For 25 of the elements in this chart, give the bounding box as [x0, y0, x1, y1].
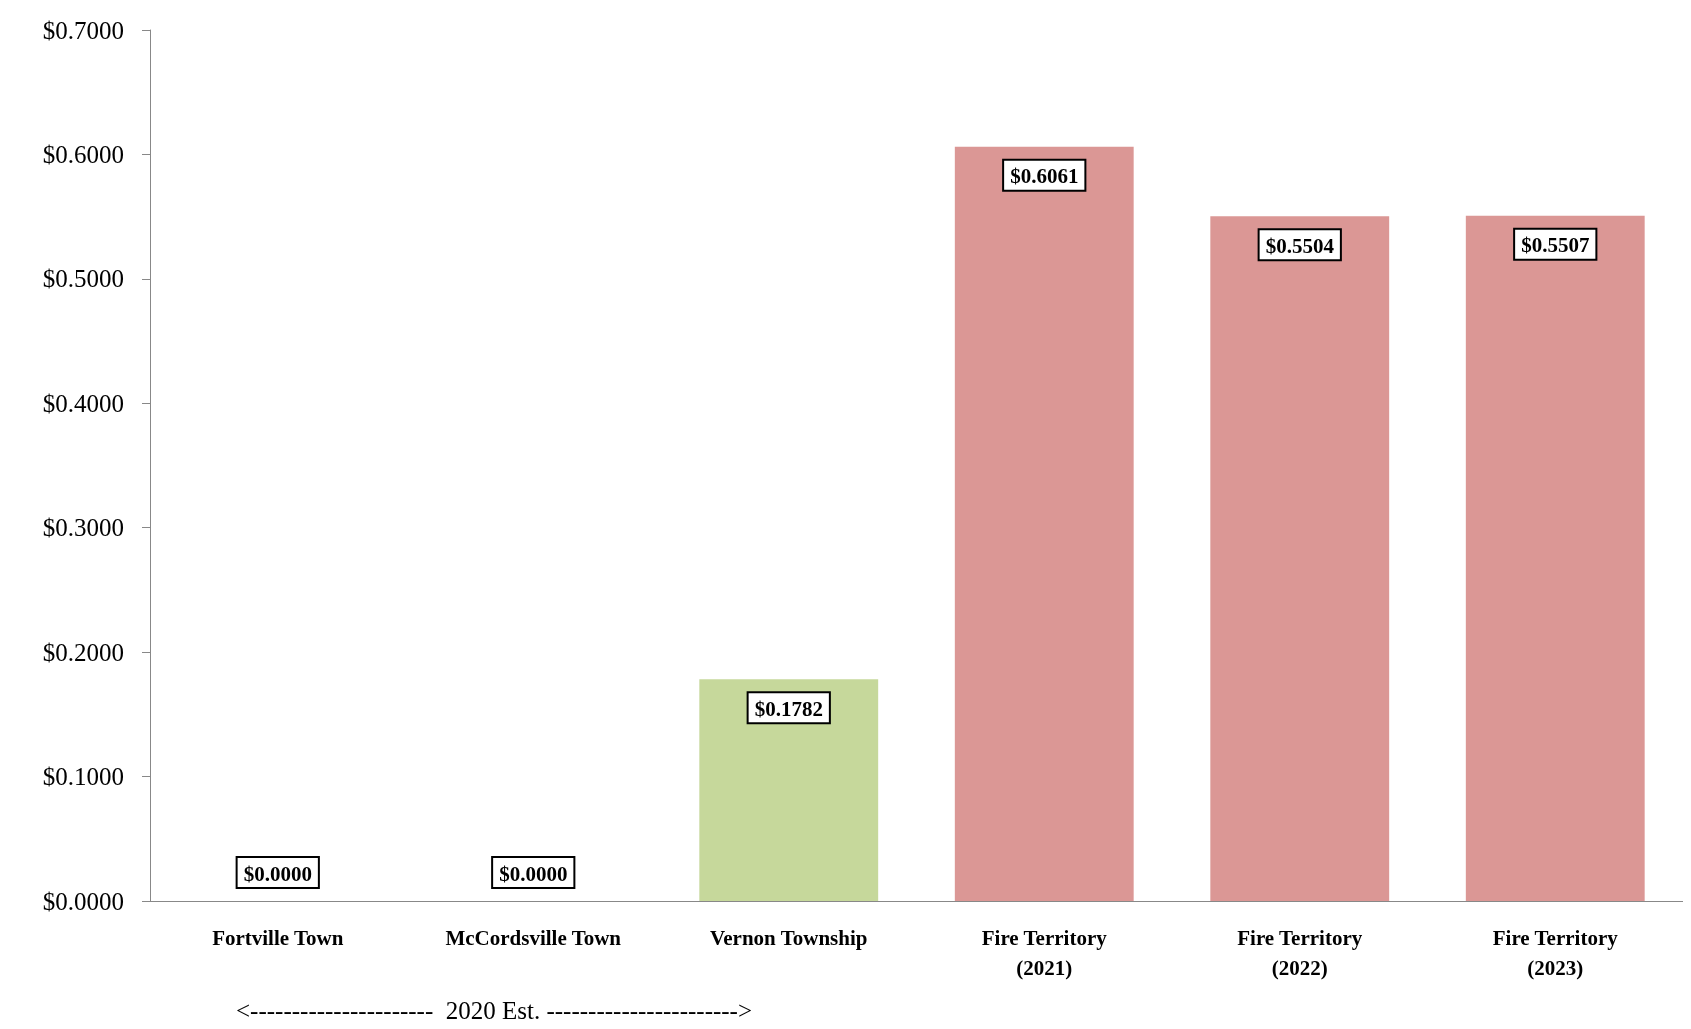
data-label: $0.5504 [1265, 233, 1335, 258]
bar [1210, 216, 1390, 901]
x-tick-label: Vernon Township [710, 926, 868, 950]
x-tick-label: Fire Territory (2021) [981, 926, 1108, 980]
y-tick-label: $0.6000 [42, 140, 124, 168]
y-tick-label: $0.2000 [42, 638, 124, 666]
bar [1465, 215, 1645, 901]
data-label: $0.0000 [499, 861, 568, 886]
bar [699, 679, 879, 901]
y-tick-label: $0.0000 [42, 887, 124, 915]
x-tick-label: Fortville Town [212, 926, 344, 950]
y-tick-label: $0.1000 [42, 763, 124, 791]
y-tick-label: $0.4000 [42, 389, 124, 417]
data-label: $0.6061 [1010, 164, 1079, 189]
text: <---------------------- 2020 Est. -----------------------> [236, 997, 753, 1024]
y-tick-label: $0.3000 [42, 514, 124, 542]
data-label: $0.5507 [1521, 233, 1590, 258]
data-label: $0.0000 [243, 861, 312, 886]
x-tick-label: Fire Territory (2023) [1492, 926, 1619, 980]
bar [954, 146, 1134, 901]
y-tick-label: $0.7000 [42, 16, 124, 44]
data-label: $0.1782 [754, 696, 823, 721]
x-tick-label: Fire Territory (2022) [1237, 926, 1363, 980]
x-tick-label: McCordsville Town [445, 926, 622, 950]
y-tick-label: $0.5000 [42, 265, 124, 293]
